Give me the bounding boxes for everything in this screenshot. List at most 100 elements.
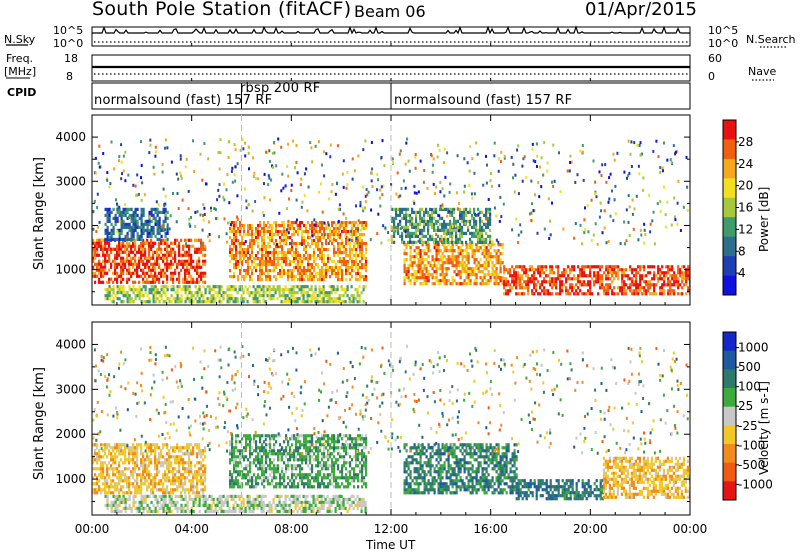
data-cell: [322, 291, 325, 295]
data-cell: [154, 461, 157, 465]
data-cell: [196, 473, 199, 477]
data-cell: [421, 216, 424, 220]
data-cell: [459, 249, 462, 253]
data-cell: [413, 191, 416, 195]
data-cell: [341, 257, 344, 261]
data-cell: [168, 491, 171, 495]
data-cell: [196, 452, 199, 456]
data-cell: [110, 446, 113, 450]
data-cell: [517, 233, 520, 237]
data-cell: [244, 141, 247, 145]
data-cell: [278, 242, 280, 246]
data-cell: [589, 265, 592, 269]
data-cell: [603, 286, 606, 290]
data-cell: [295, 266, 298, 270]
data-cell: [352, 300, 355, 304]
data-cell: [607, 289, 610, 293]
data-cell: [391, 157, 394, 161]
data-cell: [549, 271, 552, 275]
data-cell: [295, 230, 298, 234]
data-cell: [449, 207, 452, 211]
data-cell: [251, 245, 254, 249]
data-cell: [140, 253, 143, 257]
data-cell: [361, 242, 364, 246]
data-cell: [200, 294, 203, 298]
data-cell: [184, 488, 187, 492]
data-cell: [162, 464, 165, 468]
data-cell: [419, 264, 422, 268]
data-cell: [413, 234, 416, 238]
data-cell: [403, 249, 406, 253]
data-cell: [465, 213, 468, 217]
data-cell: [318, 291, 321, 295]
data-cell: [551, 283, 554, 287]
data-cell: [220, 294, 223, 298]
data-cell: [259, 257, 262, 261]
data-cell: [344, 291, 347, 295]
data-cell: [291, 260, 294, 264]
data-cell: [575, 292, 578, 296]
data-cell: [290, 288, 293, 292]
data-cell: [305, 257, 308, 261]
data-cell: [231, 254, 234, 258]
data-cell: [683, 277, 686, 281]
data-cell: [204, 259, 207, 263]
data-cell: [134, 297, 137, 301]
data-cell: [441, 207, 444, 211]
data-cell: [114, 262, 117, 266]
data-cell: [261, 251, 264, 255]
data-cell: [226, 297, 229, 301]
data-cell: [461, 243, 464, 247]
data-cell: [551, 201, 553, 205]
data-cell: [184, 491, 187, 495]
data-cell: [194, 476, 197, 480]
data-cell: [421, 273, 424, 277]
data-cell: [302, 291, 305, 295]
data-cell: [455, 228, 458, 232]
data-cell: [190, 274, 193, 278]
data-cell: [425, 207, 428, 211]
data-cell: [409, 234, 412, 238]
data-cell: [120, 228, 123, 232]
data-cell: [670, 160, 673, 164]
data-cell: [123, 202, 126, 206]
data-cell: [607, 292, 610, 296]
data-cell: [120, 291, 123, 295]
data-cell: [166, 244, 169, 248]
data-cell: [583, 292, 586, 296]
data-cell: [120, 277, 123, 281]
data-cell: [126, 297, 129, 301]
data-cell: [134, 210, 137, 214]
data-cell: [166, 285, 169, 289]
data-cell: [184, 300, 187, 304]
data-cell: [233, 470, 236, 474]
data-cell: [204, 253, 207, 257]
data-cell: [509, 286, 512, 290]
data-cell: [156, 277, 159, 281]
data-cell: [435, 185, 438, 189]
data-cell: [253, 257, 256, 261]
data-cell: [443, 207, 446, 211]
data-cell: [530, 179, 533, 183]
data-cell: [188, 244, 191, 248]
data-cell: [136, 193, 139, 197]
data-cell: [415, 225, 418, 229]
data-cell: [223, 182, 225, 186]
data-cell: [109, 182, 112, 186]
data-cell: [157, 225, 160, 229]
data-cell: [207, 235, 210, 239]
data-cell: [92, 274, 95, 278]
data-cell: [513, 277, 516, 281]
data-cell: [186, 467, 189, 471]
data-cell: [102, 455, 105, 459]
data-cell: [186, 277, 189, 281]
data-cell: [585, 265, 588, 269]
data-cell: [471, 213, 474, 217]
data-cell: [156, 274, 159, 278]
data-cell: [336, 288, 339, 292]
data-cell: [609, 172, 612, 176]
data-cell: [552, 143, 555, 147]
data-cell: [545, 268, 548, 272]
data-cell: [319, 278, 322, 282]
data-cell: [673, 271, 676, 275]
